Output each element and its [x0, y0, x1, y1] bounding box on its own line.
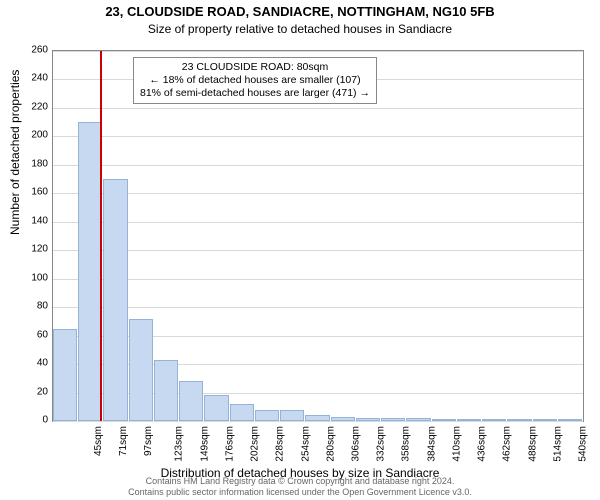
histogram-bar [154, 360, 178, 421]
histogram-bar [533, 419, 557, 421]
plot-area: 23 CLOUDSIDE ROAD: 80sqm← 18% of detache… [52, 50, 584, 422]
gridline [53, 421, 583, 422]
gridline [53, 222, 583, 223]
y-tick-label: 60 [37, 329, 48, 340]
chart-footnote: Contains HM Land Registry data © Crown c… [0, 476, 600, 498]
y-tick-label: 80 [37, 301, 48, 312]
x-tick-label: 306sqm [351, 426, 362, 462]
histogram-bar [280, 410, 304, 421]
y-tick-label: 140 [31, 215, 48, 226]
histogram-bar [356, 418, 380, 421]
x-tick-label: 462sqm [502, 426, 513, 462]
y-tick-label: 20 [37, 386, 48, 397]
histogram-bar [558, 419, 582, 421]
infobox-line3: 81% of semi-detached houses are larger (… [140, 87, 370, 99]
histogram-bar [53, 329, 77, 422]
x-tick-label: 71sqm [118, 426, 129, 456]
gridline [53, 165, 583, 166]
x-tick-label: 228sqm [275, 426, 286, 462]
gridline [53, 250, 583, 251]
gridline [53, 279, 583, 280]
y-tick-label: 220 [31, 101, 48, 112]
histogram-bar [432, 419, 456, 421]
y-tick-label: 260 [31, 45, 48, 56]
histogram-bar [381, 418, 405, 421]
chart-container: 23, CLOUDSIDE ROAD, SANDIACRE, NOTTINGHA… [0, 0, 600, 500]
histogram-bar [255, 410, 279, 421]
infobox-line2: ← 18% of detached houses are smaller (10… [149, 74, 360, 86]
gridline [53, 51, 583, 52]
chart-subtitle: Size of property relative to detached ho… [0, 22, 600, 36]
histogram-bar [482, 419, 506, 421]
histogram-bar [129, 319, 153, 421]
chart-title: 23, CLOUDSIDE ROAD, SANDIACRE, NOTTINGHA… [0, 4, 600, 19]
histogram-bar [406, 418, 430, 421]
y-axis-label: Number of detached properties [8, 70, 22, 235]
y-tick-label: 240 [31, 73, 48, 84]
y-tick-label: 160 [31, 187, 48, 198]
y-tick-label: 180 [31, 158, 48, 169]
histogram-bar [507, 419, 531, 421]
x-tick-label: 488sqm [527, 426, 538, 462]
x-tick-label: 410sqm [452, 426, 463, 462]
y-tick-label: 100 [31, 272, 48, 283]
gridline [53, 108, 583, 109]
x-tick-label: 202sqm [250, 426, 261, 462]
x-tick-label: 176sqm [224, 426, 235, 462]
marker-line [100, 51, 102, 421]
x-tick-label: 332sqm [376, 426, 387, 462]
y-tick-label: 200 [31, 130, 48, 141]
y-tick-label: 40 [37, 358, 48, 369]
y-tick-label: 120 [31, 244, 48, 255]
histogram-bar [305, 415, 329, 421]
x-tick-label: 254sqm [300, 426, 311, 462]
x-tick-label: 436sqm [477, 426, 488, 462]
x-tick-label: 540sqm [578, 426, 589, 462]
infobox-line1: 23 CLOUDSIDE ROAD: 80sqm [182, 61, 328, 73]
histogram-bar [457, 419, 481, 421]
gridline [53, 307, 583, 308]
x-tick-label: 280sqm [325, 426, 336, 462]
footnote-line2: Contains public sector information licen… [128, 487, 472, 497]
gridline [53, 193, 583, 194]
histogram-bar [331, 417, 355, 421]
histogram-bar [179, 381, 203, 421]
histogram-bar [230, 404, 254, 421]
x-tick-label: 514sqm [552, 426, 563, 462]
histogram-bar [204, 395, 228, 421]
x-tick-label: 123sqm [174, 426, 185, 462]
gridline [53, 136, 583, 137]
y-tick-label: 0 [42, 415, 48, 426]
x-tick-label: 45sqm [93, 426, 104, 456]
histogram-bar [103, 179, 127, 421]
x-tick-label: 358sqm [401, 426, 412, 462]
annotation-box: 23 CLOUDSIDE ROAD: 80sqm← 18% of detache… [133, 57, 377, 104]
x-tick-label: 149sqm [199, 426, 210, 462]
footnote-line1: Contains HM Land Registry data © Crown c… [146, 476, 455, 486]
x-tick-label: 97sqm [143, 426, 154, 456]
x-tick-label: 384sqm [426, 426, 437, 462]
